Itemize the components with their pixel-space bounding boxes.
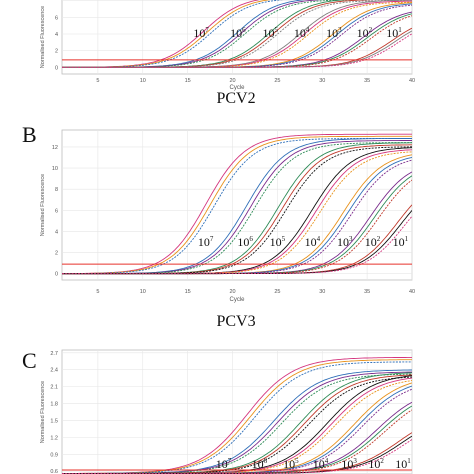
y-tick-label: 2.7 xyxy=(50,351,58,357)
x-tick-label: 40 xyxy=(409,289,415,295)
panel-b-title: PCV3 xyxy=(216,313,255,330)
dilution-label: 101 xyxy=(395,457,411,471)
panel-c-letter: C xyxy=(22,348,37,373)
panel-c: C 0.6 0.9 1.2 1.5 1.8 2.1 2.4 2.7 Normalised Flu… xyxy=(22,348,413,474)
dilution-label: 105 xyxy=(262,26,278,40)
y-tick-label: 6 xyxy=(55,15,58,21)
y-tick-label: 0 xyxy=(55,272,58,278)
y-tick-label: 8 xyxy=(55,187,58,193)
y-tick-label: 4 xyxy=(55,229,58,235)
x-tick-label: 5 xyxy=(96,78,99,84)
y-tick-label: 2 xyxy=(55,49,58,55)
amplification-curves-a xyxy=(62,0,412,68)
dilution-label: 106 xyxy=(230,26,246,40)
dilution-label: 101 xyxy=(386,26,402,40)
amplification-curve xyxy=(62,215,412,275)
panel-a: PCV2 0 2 4 6 5 10 15 20 25 30 35 40 Cycle Normalised … xyxy=(40,0,415,107)
x-tick-label: 30 xyxy=(319,289,325,295)
x-axis-label: Cycle xyxy=(229,297,245,303)
y-tick-label: 12 xyxy=(52,145,58,151)
x-tick-label: 40 xyxy=(409,78,415,84)
dilution-label: 106 xyxy=(252,457,268,471)
amplification-curve xyxy=(62,439,412,474)
x-tick-label: 35 xyxy=(364,78,370,84)
x-tick-label: 30 xyxy=(319,78,325,84)
dilution-label: 102 xyxy=(365,235,381,249)
amplification-curves-c xyxy=(62,356,412,474)
y-tick-label: 1.2 xyxy=(50,435,58,441)
dilution-label: 103 xyxy=(337,235,353,249)
dilution-label: 102 xyxy=(357,26,373,40)
dilution-label: 104 xyxy=(305,235,321,249)
y-tick-label: 10 xyxy=(52,166,58,172)
plot-area-b xyxy=(61,129,413,281)
y-tick-label: 6 xyxy=(55,208,58,214)
y-axis-label: Normalised Fluorescence xyxy=(40,174,46,236)
dilution-label: 103 xyxy=(341,457,357,471)
dilution-label: 101 xyxy=(393,235,409,249)
dilution-label: 104 xyxy=(294,26,310,40)
x-tick-label: 25 xyxy=(274,78,280,84)
amplification-curves-b xyxy=(62,133,412,275)
y-tick-label: 2.1 xyxy=(50,385,58,391)
x-tick-label: 10 xyxy=(140,78,146,84)
panel-b: B PCV3 0 2 4 6 8 10 12 5 10 15 20 25 30 35 40 Cycle Norm… xyxy=(22,122,415,330)
dilution-label: 102 xyxy=(368,457,384,471)
y-tick-label: 2.4 xyxy=(50,368,58,374)
amplification-curve xyxy=(62,33,412,68)
x-tick-label: 25 xyxy=(274,289,280,295)
dilution-label: 105 xyxy=(270,235,286,249)
x-axis-label: Cycle xyxy=(229,85,245,91)
dilution-label: 107 xyxy=(193,26,209,40)
dilution-label: 106 xyxy=(237,235,253,249)
x-tick-label: 15 xyxy=(185,289,191,295)
x-tick-label: 20 xyxy=(229,78,235,84)
x-tick-label: 10 xyxy=(140,289,146,295)
y-tick-label: 1.8 xyxy=(50,402,58,408)
y-tick-label: 0.9 xyxy=(50,452,58,458)
y-axis-label: Normalised Fluorescence xyxy=(40,381,46,443)
x-tick-label: 20 xyxy=(229,289,235,295)
panel-a-title: PCV2 xyxy=(216,90,255,107)
y-tick-label: 1.5 xyxy=(50,418,58,424)
dilution-label: 107 xyxy=(216,457,232,471)
y-tick-label: 0.6 xyxy=(50,469,58,474)
dilution-label: 107 xyxy=(198,235,214,249)
dilution-label: 104 xyxy=(313,457,329,471)
x-tick-label: 15 xyxy=(185,78,191,84)
dilution-label: 105 xyxy=(283,457,299,471)
y-tick-label: 2 xyxy=(55,251,58,257)
y-tick-label: 4 xyxy=(55,32,58,38)
y-tick-label: 0 xyxy=(55,65,58,71)
y-axis-label: Normalised Fluorescence xyxy=(40,6,46,68)
x-tick-label: 5 xyxy=(96,289,99,295)
amplification-curve xyxy=(62,137,412,275)
dilution-label: 103 xyxy=(326,26,342,40)
panel-b-letter: B xyxy=(22,122,37,147)
x-tick-label: 35 xyxy=(364,289,370,295)
